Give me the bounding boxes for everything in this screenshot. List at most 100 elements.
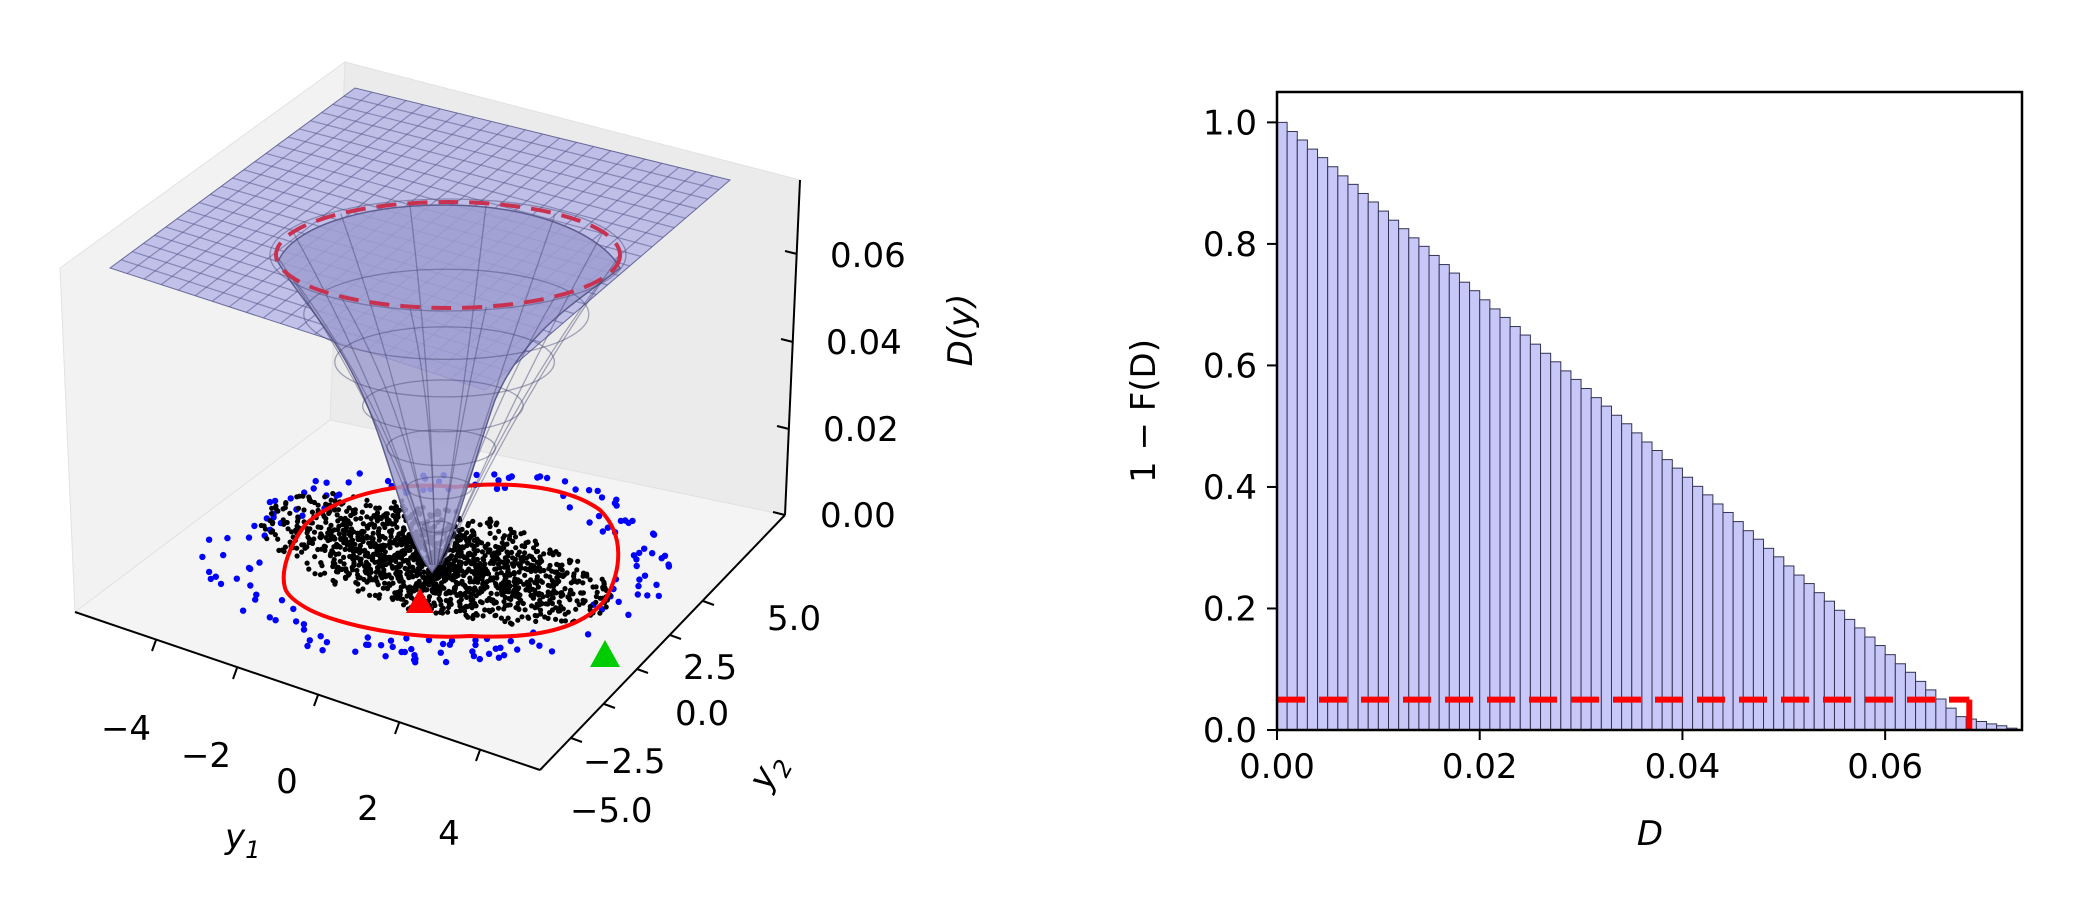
- outlier-point: [604, 524, 612, 531]
- sample-point: [441, 585, 447, 591]
- sample-point: [420, 586, 426, 592]
- histogram-bar: [1803, 583, 1815, 731]
- sample-point: [422, 579, 428, 585]
- sample-point: [601, 581, 607, 587]
- histogram-bar: [1874, 645, 1886, 731]
- sample-point: [366, 540, 372, 546]
- sample-point: [410, 564, 416, 570]
- y-tick-label: 0.0: [1203, 711, 1257, 751]
- histogram-bar: [1681, 476, 1694, 731]
- sample-point: [452, 568, 458, 574]
- sample-point: [457, 532, 463, 538]
- sample-point: [322, 494, 328, 500]
- sample-point: [578, 590, 584, 596]
- sample-point: [358, 515, 364, 522]
- sample-point: [524, 579, 530, 585]
- well-grid-ring: [386, 429, 497, 467]
- well-grid-spoke: [409, 306, 436, 566]
- histogram-bar: [1712, 503, 1724, 731]
- axes-frame: [1275, 90, 2024, 732]
- sample-point: [464, 614, 470, 620]
- sample-point: [360, 586, 366, 592]
- histogram-bar: [1479, 299, 1491, 731]
- sample-point: [410, 573, 416, 579]
- sample-point: [458, 537, 464, 543]
- sample-point: [280, 506, 286, 512]
- sample-point: [428, 573, 434, 579]
- sample-point: [315, 546, 321, 553]
- sample-point: [456, 599, 462, 605]
- sample-point: [457, 608, 463, 614]
- sample-point: [341, 554, 347, 561]
- well-grid-spoke: [292, 231, 432, 566]
- outlier-point: [251, 522, 258, 530]
- well-grid-spoke: [436, 203, 487, 566]
- sample-point: [431, 582, 437, 589]
- y-tick-label: 0.6: [1203, 346, 1257, 386]
- sample-point: [359, 528, 365, 535]
- sample-point: [487, 560, 493, 566]
- sample-point: [547, 562, 553, 569]
- sample-point: [549, 590, 555, 596]
- sample-point: [461, 555, 467, 561]
- x-tick-3: [394, 722, 400, 735]
- sample-point: [304, 525, 310, 532]
- histogram-bar: [1894, 663, 1906, 731]
- sample-point: [580, 597, 586, 603]
- outlier-point: [439, 640, 447, 648]
- sample-point: [501, 606, 507, 612]
- sample-point: [450, 577, 456, 583]
- sample-point: [357, 550, 363, 556]
- sample-point: [542, 614, 548, 620]
- outlier-point: [310, 485, 317, 492]
- sample-point: [537, 566, 543, 572]
- sample-point: [541, 551, 547, 557]
- sample-point: [340, 527, 346, 534]
- outlier-point: [584, 631, 592, 638]
- sample-point: [512, 556, 519, 562]
- x-tick-label-2: 0: [276, 762, 298, 802]
- sample-point: [433, 610, 439, 616]
- sample-point: [488, 598, 494, 604]
- sample-point: [479, 540, 485, 546]
- well-grid-ring: [334, 326, 556, 398]
- sample-point: [559, 567, 565, 573]
- sample-point: [281, 548, 287, 555]
- sample-point: [280, 517, 286, 523]
- histogram-bar: [1276, 121, 1288, 731]
- sample-point: [361, 548, 367, 554]
- sample-point: [473, 587, 479, 593]
- sample-point: [511, 571, 517, 577]
- sample-point: [516, 579, 522, 585]
- sample-point: [538, 578, 544, 584]
- outlier-point: [633, 562, 640, 570]
- outlier-point: [384, 477, 392, 485]
- sample-point: [492, 535, 498, 541]
- green-triangle-marker: [590, 640, 620, 667]
- region-contour-curve: [281, 482, 621, 639]
- outlier-point: [598, 494, 606, 501]
- sample-point: [372, 592, 378, 599]
- sample-point: [564, 570, 570, 576]
- sample-point: [482, 544, 489, 550]
- outlier-point: [352, 648, 359, 655]
- histogram-bar: [1945, 707, 1957, 731]
- sample-point: [307, 537, 313, 543]
- outlier-point: [658, 555, 665, 562]
- outlier-point: [408, 645, 415, 653]
- sample-point: [487, 516, 493, 522]
- sample-point: [367, 592, 373, 598]
- sample-point: [339, 566, 345, 572]
- outlier-point: [586, 519, 593, 526]
- outlier-point: [256, 559, 263, 566]
- histogram-bar: [1935, 698, 1947, 731]
- sample-point: [570, 591, 576, 597]
- sample-point: [465, 589, 471, 595]
- y-tick-label-1: −2.5: [583, 742, 666, 782]
- sample-point: [306, 566, 312, 572]
- sample-point: [466, 552, 472, 558]
- y-tick-label: 0.2: [1203, 589, 1257, 629]
- well-grid-ring: [269, 198, 627, 312]
- sample-point: [477, 561, 483, 567]
- well-grid-spoke: [340, 296, 433, 566]
